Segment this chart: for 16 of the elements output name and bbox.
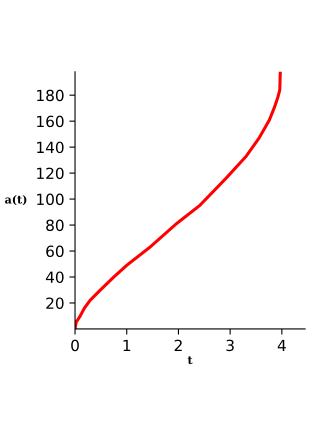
x-axis-title: t [188, 356, 193, 364]
x-tick-label: 0 [71, 340, 79, 352]
y-axis-title: a(t) [5, 195, 26, 206]
y-tick-label: 120 [37, 168, 64, 180]
y-tick-label: 180 [37, 90, 64, 102]
y-tick-label: 160 [37, 116, 64, 128]
y-tick-label: 80 [46, 220, 64, 232]
x-tick-label: 3 [226, 340, 234, 352]
y-tick-label: 140 [37, 142, 64, 154]
x-tick-label: 1 [124, 340, 130, 351]
x-tick-label: 4 [278, 340, 286, 351]
y-tick-label: 40 [46, 271, 64, 284]
y-tick-label: 100 [37, 194, 64, 206]
x-tick-label: 2 [174, 340, 182, 351]
y-tick-label: 20 [46, 297, 64, 309]
y-tick-label: 60 [46, 245, 64, 258]
